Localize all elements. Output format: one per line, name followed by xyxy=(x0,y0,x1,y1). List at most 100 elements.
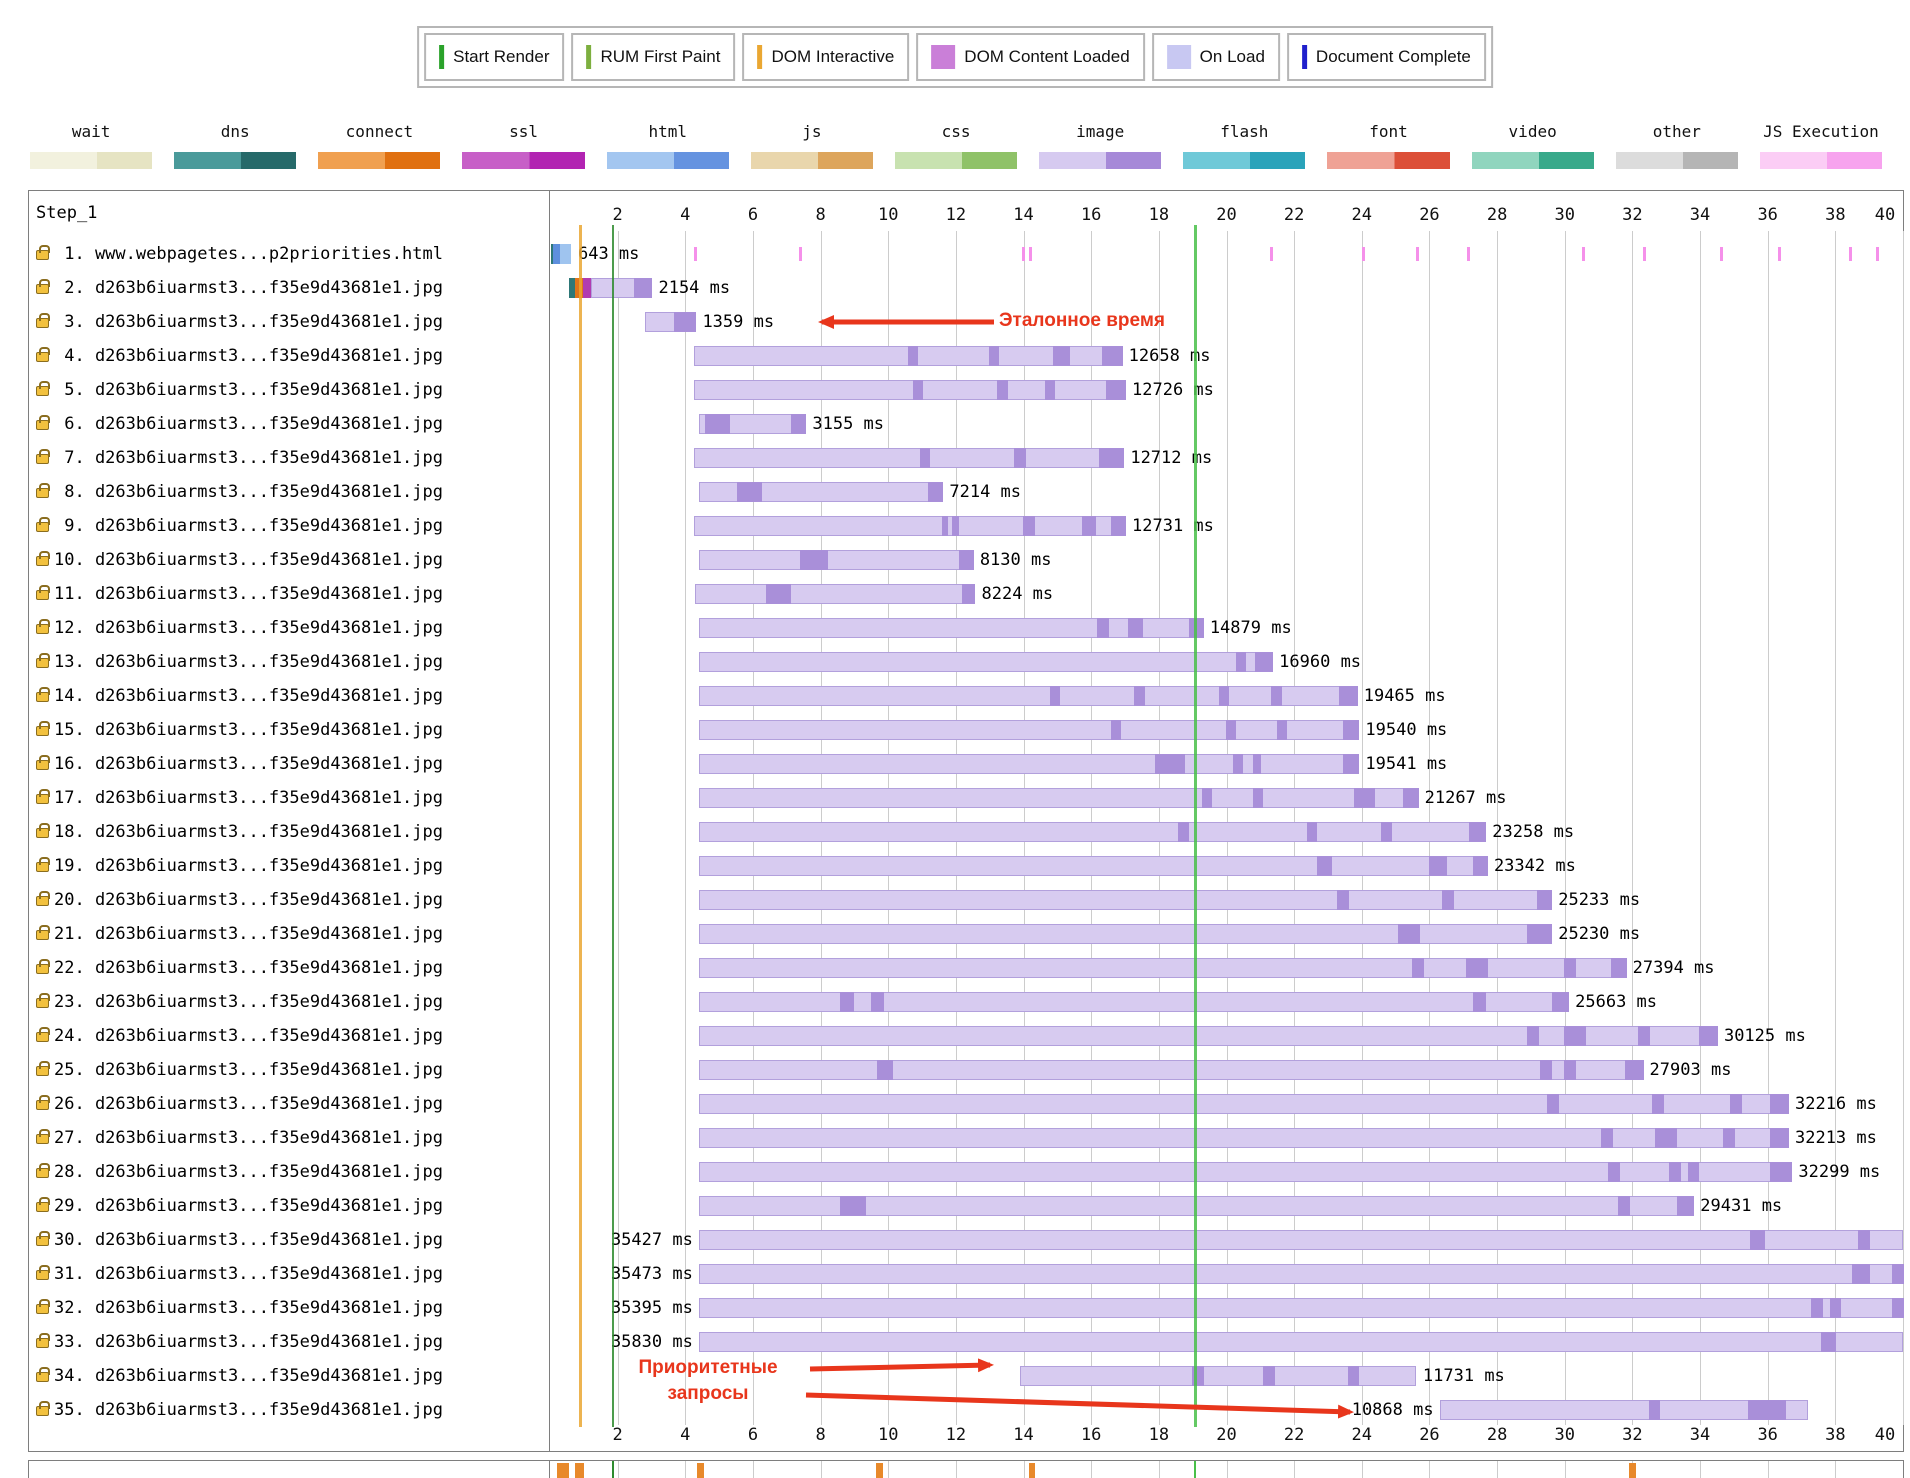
request-bar[interactable] xyxy=(1439,1400,1809,1420)
axis-tick-label: 2 xyxy=(612,205,623,225)
request-label[interactable]: 6. d263b6iuarmst3...f35e9d43681e1.jpg xyxy=(29,407,549,441)
request-bar[interactable] xyxy=(698,652,1274,672)
request-bar[interactable] xyxy=(698,550,974,570)
request-bar[interactable] xyxy=(698,1094,1789,1114)
resource-legend-label: JS Execution xyxy=(1763,122,1879,141)
request-timeline: 27394 ms xyxy=(550,951,1903,985)
request-bar[interactable] xyxy=(698,1264,1904,1284)
resource-legend-item: font xyxy=(1327,122,1450,169)
request-timeline: 21267 ms xyxy=(550,781,1903,815)
request-label[interactable]: 2. d263b6iuarmst3...f35e9d43681e1.jpg xyxy=(29,271,549,305)
request-label[interactable]: 16. d263b6iuarmst3...f35e9d43681e1.jpg xyxy=(29,747,549,781)
axis-tick-label: 10 xyxy=(878,205,899,225)
request-url-text: 12. d263b6iuarmst3...f35e9d43681e1.jpg xyxy=(54,618,443,638)
request-label[interactable]: 25. d263b6iuarmst3...f35e9d43681e1.jpg xyxy=(29,1053,549,1087)
request-bar[interactable] xyxy=(698,1230,1903,1250)
request-label[interactable]: 23. d263b6iuarmst3...f35e9d43681e1.jpg xyxy=(29,985,549,1019)
request-label[interactable]: 8. d263b6iuarmst3...f35e9d43681e1.jpg xyxy=(29,475,549,509)
request-label[interactable]: 27. d263b6iuarmst3...f35e9d43681e1.jpg xyxy=(29,1121,549,1155)
strip-gridline xyxy=(1023,1461,1025,1478)
request-label[interactable]: 9. d263b6iuarmst3...f35e9d43681e1.jpg xyxy=(29,509,549,543)
request-bar[interactable] xyxy=(698,890,1553,910)
request-bar[interactable] xyxy=(590,278,653,298)
download-chunk xyxy=(1892,1264,1904,1284)
request-bar[interactable] xyxy=(698,1332,1903,1352)
request-label[interactable]: 19. d263b6iuarmst3...f35e9d43681e1.jpg xyxy=(29,849,549,883)
strip-gridline xyxy=(888,1461,890,1478)
request-label[interactable]: 31. d263b6iuarmst3...f35e9d43681e1.jpg xyxy=(29,1257,549,1291)
request-bar[interactable] xyxy=(698,618,1204,638)
download-chunk xyxy=(1044,380,1055,400)
request-label[interactable]: 12. d263b6iuarmst3...f35e9d43681e1.jpg xyxy=(29,611,549,645)
request-label[interactable]: 32. d263b6iuarmst3...f35e9d43681e1.jpg xyxy=(29,1291,549,1325)
request-timeline: 32213 ms xyxy=(550,1121,1903,1155)
request-label[interactable]: 26. d263b6iuarmst3...f35e9d43681e1.jpg xyxy=(29,1087,549,1121)
request-label[interactable]: 34. d263b6iuarmst3...f35e9d43681e1.jpg xyxy=(29,1359,549,1393)
request-label[interactable]: 10. d263b6iuarmst3...f35e9d43681e1.jpg xyxy=(29,543,549,577)
download-chunk xyxy=(1552,992,1570,1012)
request-bar[interactable] xyxy=(698,822,1487,842)
request-label[interactable]: 35. d263b6iuarmst3...f35e9d43681e1.jpg xyxy=(29,1393,549,1427)
event-legend-label: DOM Interactive xyxy=(771,47,895,66)
request-label[interactable]: 33. d263b6iuarmst3...f35e9d43681e1.jpg xyxy=(29,1325,549,1359)
request-bar[interactable] xyxy=(698,924,1553,944)
resource-legend-swatch xyxy=(1183,152,1306,169)
strip-gridline xyxy=(955,1461,957,1478)
request-label[interactable]: 15. d263b6iuarmst3...f35e9d43681e1.jpg xyxy=(29,713,549,747)
request-label[interactable]: 22. d263b6iuarmst3...f35e9d43681e1.jpg xyxy=(29,951,549,985)
request-label[interactable]: 11. d263b6iuarmst3...f35e9d43681e1.jpg xyxy=(29,577,549,611)
request-timeline: 25230 ms xyxy=(550,917,1903,951)
request-bar[interactable] xyxy=(698,856,1488,876)
request-label[interactable]: 13. d263b6iuarmst3...f35e9d43681e1.jpg xyxy=(29,645,549,679)
request-bar[interactable] xyxy=(698,1026,1718,1046)
request-label[interactable]: 17. d263b6iuarmst3...f35e9d43681e1.jpg xyxy=(29,781,549,815)
request-row: 12. d263b6iuarmst3...f35e9d43681e1.jpg 14… xyxy=(29,611,1903,645)
resource-legend-item: other xyxy=(1615,122,1738,169)
request-timeline: 11731 ms xyxy=(550,1359,1903,1393)
download-chunk xyxy=(1097,618,1110,638)
download-chunk xyxy=(1276,720,1287,740)
request-label[interactable]: 14. d263b6iuarmst3...f35e9d43681e1.jpg xyxy=(29,679,549,713)
request-bar[interactable] xyxy=(698,958,1627,978)
request-label[interactable]: 20. d263b6iuarmst3...f35e9d43681e1.jpg xyxy=(29,883,549,917)
request-label[interactable]: 24. d263b6iuarmst3...f35e9d43681e1.jpg xyxy=(29,1019,549,1053)
request-bar[interactable] xyxy=(695,584,976,604)
request-row: 3. d263b6iuarmst3...f35e9d43681e1.jpg 135… xyxy=(29,305,1903,339)
request-bar[interactable] xyxy=(693,380,1126,400)
request-label[interactable]: 30. d263b6iuarmst3...f35e9d43681e1.jpg xyxy=(29,1223,549,1257)
request-bar[interactable] xyxy=(698,1298,1904,1318)
strip-gridline xyxy=(1091,1461,1093,1478)
resource-type-legend: wait dns connect ssl html js css image flash font… xyxy=(30,122,1883,169)
download-chunk xyxy=(997,380,1008,400)
request-label[interactable]: 7. d263b6iuarmst3...f35e9d43681e1.jpg xyxy=(29,441,549,475)
request-bar[interactable] xyxy=(693,516,1127,536)
request-bar[interactable] xyxy=(644,312,697,332)
request-label[interactable]: 1. www.webpagetes...p2priorities.html xyxy=(29,237,549,271)
request-row: 11. d263b6iuarmst3...f35e9d43681e1.jpg 82… xyxy=(29,577,1903,611)
download-chunk xyxy=(1770,1162,1793,1182)
request-bar[interactable] xyxy=(698,1196,1695,1216)
request-label[interactable]: 29. d263b6iuarmst3...f35e9d43681e1.jpg xyxy=(29,1189,549,1223)
resource-legend-item: connect xyxy=(318,122,441,169)
strip-gridline xyxy=(752,1461,754,1478)
request-bar[interactable] xyxy=(698,1060,1644,1080)
request-bar[interactable] xyxy=(698,992,1570,1012)
request-bar[interactable] xyxy=(698,1162,1793,1182)
request-bar[interactable] xyxy=(698,720,1360,740)
request-url-text: 32. d263b6iuarmst3...f35e9d43681e1.jpg xyxy=(54,1298,443,1318)
request-bar[interactable] xyxy=(693,448,1125,468)
request-label[interactable]: 3. d263b6iuarmst3...f35e9d43681e1.jpg xyxy=(29,305,549,339)
request-label[interactable]: 18. d263b6iuarmst3...f35e9d43681e1.jpg xyxy=(29,815,549,849)
request-bar[interactable] xyxy=(698,788,1419,808)
request-bar[interactable] xyxy=(698,414,807,434)
request-bar[interactable] xyxy=(693,346,1123,366)
request-label[interactable]: 21. d263b6iuarmst3...f35e9d43681e1.jpg xyxy=(29,917,549,951)
request-bar[interactable] xyxy=(698,754,1360,774)
request-label[interactable]: 28. d263b6iuarmst3...f35e9d43681e1.jpg xyxy=(29,1155,549,1189)
request-label[interactable]: 4. d263b6iuarmst3...f35e9d43681e1.jpg xyxy=(29,339,549,373)
request-bar[interactable] xyxy=(698,482,944,502)
request-bar[interactable] xyxy=(698,1128,1789,1148)
request-label[interactable]: 5. d263b6iuarmst3...f35e9d43681e1.jpg xyxy=(29,373,549,407)
request-bar[interactable] xyxy=(698,686,1358,706)
request-bar[interactable] xyxy=(1020,1366,1416,1386)
